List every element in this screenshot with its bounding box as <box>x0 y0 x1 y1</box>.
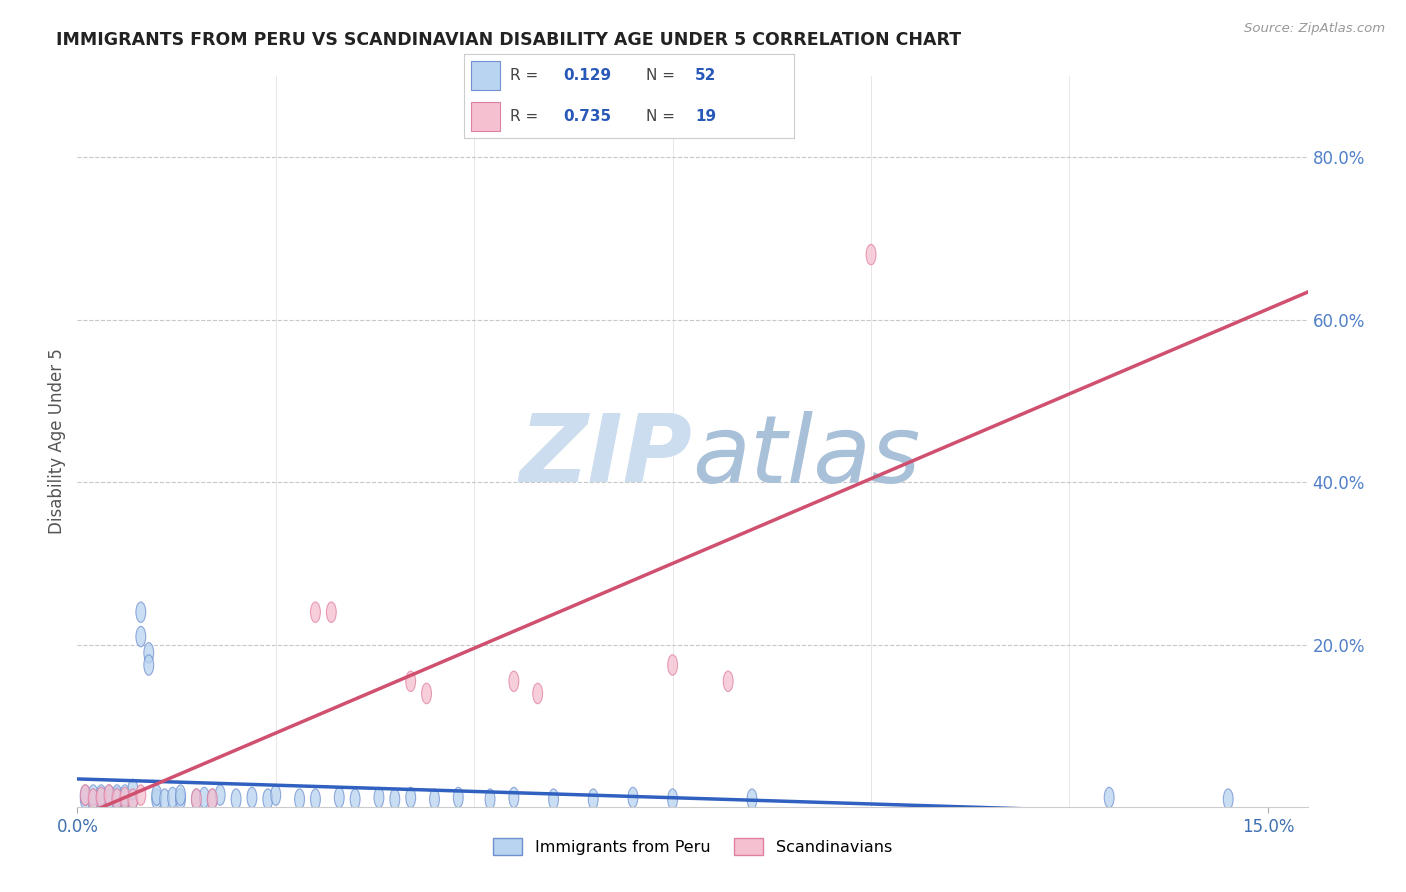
Ellipse shape <box>112 788 122 808</box>
Ellipse shape <box>112 789 122 809</box>
Text: 0.129: 0.129 <box>562 68 612 83</box>
Ellipse shape <box>128 779 138 799</box>
Ellipse shape <box>80 785 90 805</box>
Ellipse shape <box>128 789 138 809</box>
Ellipse shape <box>152 785 162 805</box>
Ellipse shape <box>453 788 463 808</box>
Ellipse shape <box>723 671 733 691</box>
Ellipse shape <box>295 789 305 809</box>
Ellipse shape <box>311 602 321 623</box>
Ellipse shape <box>1104 788 1114 808</box>
Ellipse shape <box>160 789 170 809</box>
Text: IMMIGRANTS FROM PERU VS SCANDINAVIAN DISABILITY AGE UNDER 5 CORRELATION CHART: IMMIGRANTS FROM PERU VS SCANDINAVIAN DIS… <box>56 31 962 49</box>
Ellipse shape <box>96 785 105 805</box>
Ellipse shape <box>136 602 146 623</box>
Text: N =: N = <box>645 68 679 83</box>
Ellipse shape <box>136 626 146 647</box>
Ellipse shape <box>207 789 217 809</box>
Text: atlas: atlas <box>693 410 921 501</box>
Ellipse shape <box>120 789 129 809</box>
Text: 52: 52 <box>695 68 717 83</box>
Ellipse shape <box>96 789 105 809</box>
Ellipse shape <box>389 789 399 809</box>
Ellipse shape <box>80 785 90 805</box>
Ellipse shape <box>96 788 105 808</box>
Ellipse shape <box>406 788 416 808</box>
Ellipse shape <box>207 789 217 809</box>
Ellipse shape <box>747 789 756 809</box>
Ellipse shape <box>668 789 678 809</box>
Ellipse shape <box>176 785 186 805</box>
Ellipse shape <box>120 788 129 808</box>
Ellipse shape <box>326 602 336 623</box>
Ellipse shape <box>509 788 519 808</box>
Ellipse shape <box>271 785 281 805</box>
Ellipse shape <box>120 785 129 805</box>
Ellipse shape <box>247 788 257 808</box>
Y-axis label: Disability Age Under 5: Disability Age Under 5 <box>48 349 66 534</box>
Ellipse shape <box>152 789 162 809</box>
Ellipse shape <box>668 655 678 675</box>
Ellipse shape <box>89 789 98 809</box>
Text: R =: R = <box>510 109 543 124</box>
Ellipse shape <box>89 789 98 809</box>
Ellipse shape <box>104 785 114 805</box>
Ellipse shape <box>200 788 209 808</box>
Ellipse shape <box>335 788 344 808</box>
Ellipse shape <box>191 789 201 809</box>
Ellipse shape <box>533 683 543 704</box>
Ellipse shape <box>80 789 90 809</box>
Text: 19: 19 <box>695 109 717 124</box>
Ellipse shape <box>430 789 440 809</box>
Ellipse shape <box>96 788 105 808</box>
Ellipse shape <box>143 642 153 663</box>
Ellipse shape <box>176 789 186 809</box>
Text: R =: R = <box>510 68 543 83</box>
Ellipse shape <box>191 789 201 809</box>
Ellipse shape <box>215 785 225 805</box>
Ellipse shape <box>588 789 598 809</box>
Ellipse shape <box>112 785 122 805</box>
FancyBboxPatch shape <box>471 62 501 90</box>
Text: Source: ZipAtlas.com: Source: ZipAtlas.com <box>1244 22 1385 36</box>
Text: N =: N = <box>645 109 679 124</box>
Ellipse shape <box>422 683 432 704</box>
Ellipse shape <box>406 671 416 691</box>
Ellipse shape <box>112 789 122 809</box>
Ellipse shape <box>167 788 177 808</box>
Ellipse shape <box>548 789 558 809</box>
Ellipse shape <box>311 789 321 809</box>
Ellipse shape <box>350 789 360 809</box>
Ellipse shape <box>485 789 495 809</box>
Ellipse shape <box>263 789 273 809</box>
Ellipse shape <box>136 785 146 805</box>
Ellipse shape <box>231 789 240 809</box>
Ellipse shape <box>374 788 384 808</box>
Ellipse shape <box>1223 789 1233 809</box>
FancyBboxPatch shape <box>471 102 501 130</box>
Text: 0.735: 0.735 <box>562 109 612 124</box>
Text: ZIP: ZIP <box>520 410 693 502</box>
Legend: Immigrants from Peru, Scandinavians: Immigrants from Peru, Scandinavians <box>486 832 898 862</box>
Ellipse shape <box>104 789 114 809</box>
Ellipse shape <box>128 789 138 809</box>
Ellipse shape <box>628 788 638 808</box>
Ellipse shape <box>143 655 153 675</box>
Ellipse shape <box>89 785 98 805</box>
Ellipse shape <box>509 671 519 691</box>
Ellipse shape <box>104 785 114 805</box>
Ellipse shape <box>866 244 876 265</box>
